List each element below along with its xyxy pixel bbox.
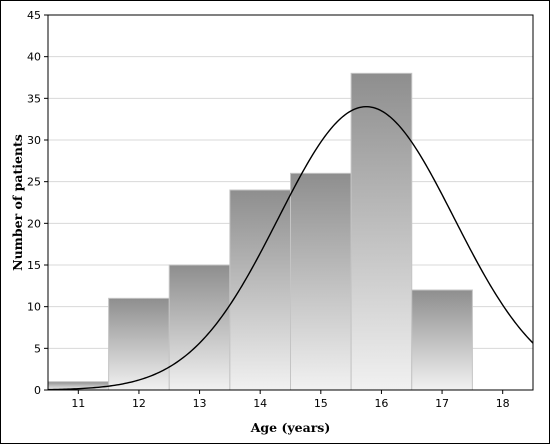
x-tick-label: 12 xyxy=(132,397,146,410)
x-tick-label: 13 xyxy=(193,397,207,410)
normal-curve xyxy=(47,105,534,391)
y-tick-label: 45 xyxy=(27,9,41,22)
histogram-bar xyxy=(411,289,473,391)
y-tick-label: 35 xyxy=(27,92,41,105)
x-tick-label: 15 xyxy=(314,397,328,410)
x-tick-label: 11 xyxy=(71,397,85,410)
y-tick-label: 0 xyxy=(34,384,41,397)
histogram-bar xyxy=(290,172,352,391)
x-tick-label: 16 xyxy=(374,397,388,410)
histogram-bar xyxy=(350,72,413,391)
y-axis-ticks: 0 5 10 15 20 25 30 35 40 45 xyxy=(27,9,48,397)
y-tick-label: 10 xyxy=(27,301,41,314)
y-tick-label: 25 xyxy=(27,176,41,189)
x-tick-label: 17 xyxy=(435,397,449,410)
x-axis-ticks: 11 12 13 14 15 16 17 18 xyxy=(71,390,510,410)
y-axis-title: Number of patients xyxy=(10,134,25,271)
y-tick-label: 40 xyxy=(27,51,41,64)
x-tick-label: 18 xyxy=(496,397,510,410)
y-tick-label: 15 xyxy=(27,259,41,272)
x-tick-label: 14 xyxy=(253,397,267,410)
y-tick-label: 20 xyxy=(27,217,41,230)
y-tick-label: 30 xyxy=(27,134,41,147)
histogram-bar xyxy=(168,264,231,391)
y-tick-label: 5 xyxy=(34,342,41,355)
x-axis-title: Age (years) xyxy=(250,420,331,435)
normal-curve-line xyxy=(47,105,534,391)
histogram-bar xyxy=(108,297,170,391)
plot-area-frame xyxy=(47,14,534,391)
